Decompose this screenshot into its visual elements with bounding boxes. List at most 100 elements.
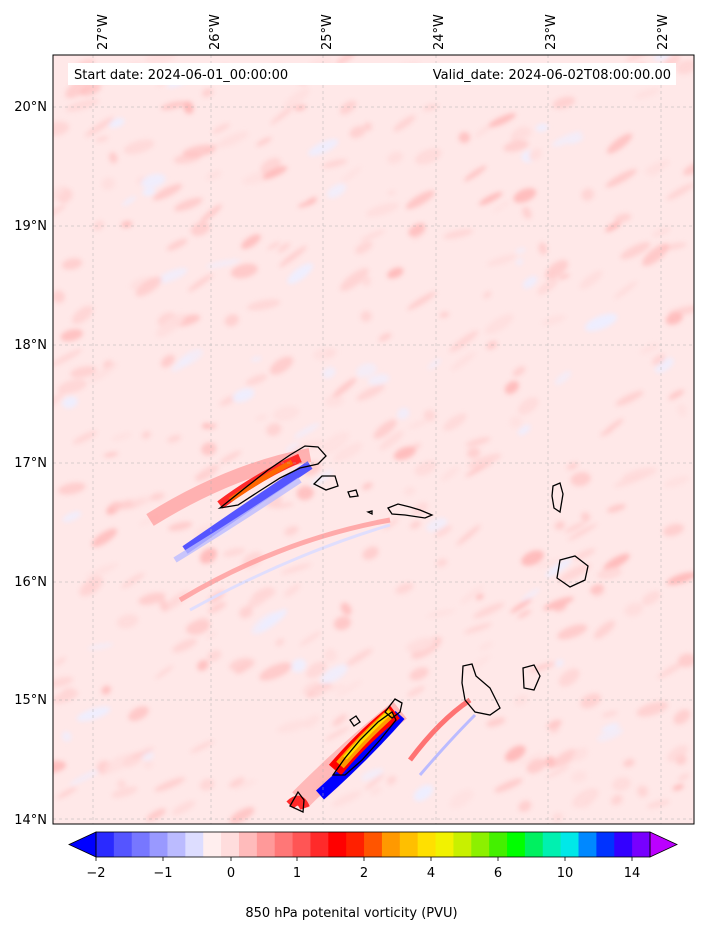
pv-cell — [653, 55, 671, 61]
pv-cell — [332, 714, 347, 727]
pv-cell — [291, 658, 307, 673]
pv-cell — [123, 139, 155, 155]
island-santiago — [461, 663, 501, 716]
pv-cell — [250, 356, 262, 362]
pv-cell — [197, 659, 209, 671]
pv-cell — [465, 655, 491, 673]
pv-cell — [464, 623, 492, 634]
pv-cell — [663, 523, 684, 537]
pv-cell — [230, 263, 258, 279]
pv-cell — [251, 611, 279, 635]
pv-cell — [53, 204, 66, 219]
pv-cell — [547, 719, 562, 730]
pv-cell — [121, 195, 137, 207]
colorbar-cell — [417, 832, 437, 857]
pv-cell — [333, 442, 363, 462]
pv-cell — [663, 476, 690, 488]
colorbar-frame — [95, 831, 651, 858]
pv-cell — [677, 653, 694, 668]
pv-cell — [171, 355, 192, 373]
lat-tick: 18°N — [14, 338, 47, 353]
pv-cell — [159, 599, 169, 611]
pv-cell — [554, 370, 572, 386]
pv-cell — [88, 362, 118, 384]
pv-cell — [605, 169, 637, 188]
pv-cell — [373, 419, 397, 439]
pv-cell — [593, 590, 606, 598]
pv-cell — [509, 416, 523, 429]
colorbar-tick-label: −2 — [86, 866, 105, 881]
colorbar-tick-label: 1 — [293, 866, 301, 881]
pv-cell — [405, 190, 435, 210]
pv-cell — [339, 100, 357, 115]
valid-date: Valid_date: 2024-06-02T08:00:00.00 — [433, 68, 671, 83]
pv-cell — [336, 680, 362, 697]
pv-cell — [427, 358, 442, 370]
pv-cell — [167, 434, 182, 443]
pv-cell — [360, 768, 384, 781]
pv-cell — [558, 563, 591, 583]
lat-tick: 19°N — [14, 219, 47, 234]
colorbar-cell — [328, 832, 347, 857]
pv-cell — [341, 166, 362, 183]
pv-cell — [363, 122, 372, 131]
pv-cell — [355, 241, 373, 254]
pv-cell — [93, 220, 105, 231]
colorbar-tick-label: 10 — [557, 866, 574, 881]
pv-cell — [85, 116, 115, 137]
pv-cell — [387, 190, 396, 196]
pv-cell — [555, 659, 564, 667]
lat-tick: 15°N — [14, 693, 47, 708]
pv-cell — [361, 275, 372, 287]
pv-cell — [535, 123, 549, 132]
island-south-2 — [289, 790, 305, 813]
colorbar-cell — [507, 832, 526, 857]
pv-cell — [61, 731, 72, 742]
pv-cell — [571, 747, 588, 761]
pv-cell — [552, 96, 576, 109]
pv-cell — [494, 778, 523, 793]
pv-cell — [56, 787, 77, 799]
pv-cell — [564, 521, 586, 533]
pv-cell — [216, 131, 249, 148]
pv-cell — [103, 452, 119, 457]
pv-cell — [601, 723, 620, 732]
pv-cell — [668, 389, 685, 400]
pv-cell — [672, 784, 684, 791]
colorbar-cell — [149, 832, 169, 857]
lat-tick: 16°N — [14, 575, 47, 590]
pv-cell — [91, 528, 118, 547]
pv-cell — [379, 430, 404, 451]
pv-cell — [518, 424, 531, 436]
colorbar-cell — [596, 832, 615, 857]
pv-cell — [65, 98, 100, 112]
pv-cell — [395, 582, 414, 594]
pv-cell — [140, 173, 166, 189]
pv-cell — [641, 590, 661, 606]
pv-cell — [366, 202, 400, 217]
lat-tick: 14°N — [14, 813, 47, 828]
pv-cell — [492, 200, 511, 213]
pv-cell — [554, 521, 565, 530]
pv-cell — [393, 446, 416, 460]
pv-cell — [326, 183, 347, 199]
pv-cell — [614, 473, 646, 488]
pv-cell — [439, 312, 449, 318]
pv-cell — [479, 191, 503, 206]
pv-cell — [306, 196, 318, 204]
pv-cell — [340, 268, 369, 292]
pv-cell — [85, 562, 119, 580]
pv-cell — [590, 584, 604, 595]
pv-cell — [324, 394, 344, 407]
pv-cell — [53, 290, 65, 304]
pv-cell — [516, 126, 532, 140]
pv-cell — [321, 431, 350, 454]
pv-cell — [568, 136, 585, 145]
pv-cell — [206, 631, 216, 639]
pv-cell — [414, 460, 437, 476]
pv-cell — [283, 87, 310, 110]
pv-cell — [76, 706, 111, 722]
pv-cell — [557, 624, 588, 640]
pv-cell — [262, 166, 288, 180]
